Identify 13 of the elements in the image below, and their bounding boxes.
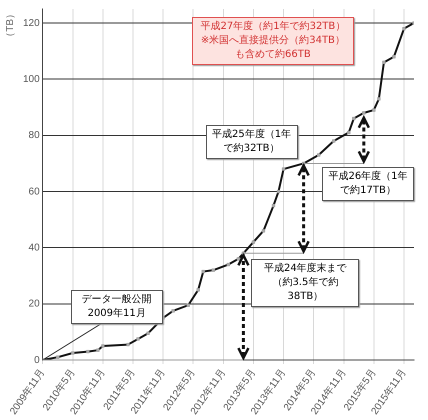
y-tick-label: 100 — [22, 74, 40, 85]
annotation: 平成25年度（1年で約32TB） — [206, 125, 298, 160]
y-tick-label: 80 — [28, 130, 40, 142]
y-tick-label: 120 — [22, 18, 40, 29]
annotation: 平成26年度（1年で約17TB） — [322, 167, 414, 202]
y-tick-label: 40 — [28, 242, 40, 254]
annotation: 平成27年度（約1年で約32TB）※米国へ直接提供分（約34TB）も含めて約66TB — [192, 17, 354, 65]
annotation: 平成24年度末まで（約3.5年で約38TB） — [251, 259, 360, 308]
y-tick-label: 0 — [34, 354, 40, 366]
y-tick-label: 20 — [28, 298, 40, 310]
annotation: データ一般公開2009年11月 — [70, 290, 163, 324]
y-axis-title: （TB） — [4, 9, 16, 42]
y-tick-label: 60 — [28, 186, 40, 198]
